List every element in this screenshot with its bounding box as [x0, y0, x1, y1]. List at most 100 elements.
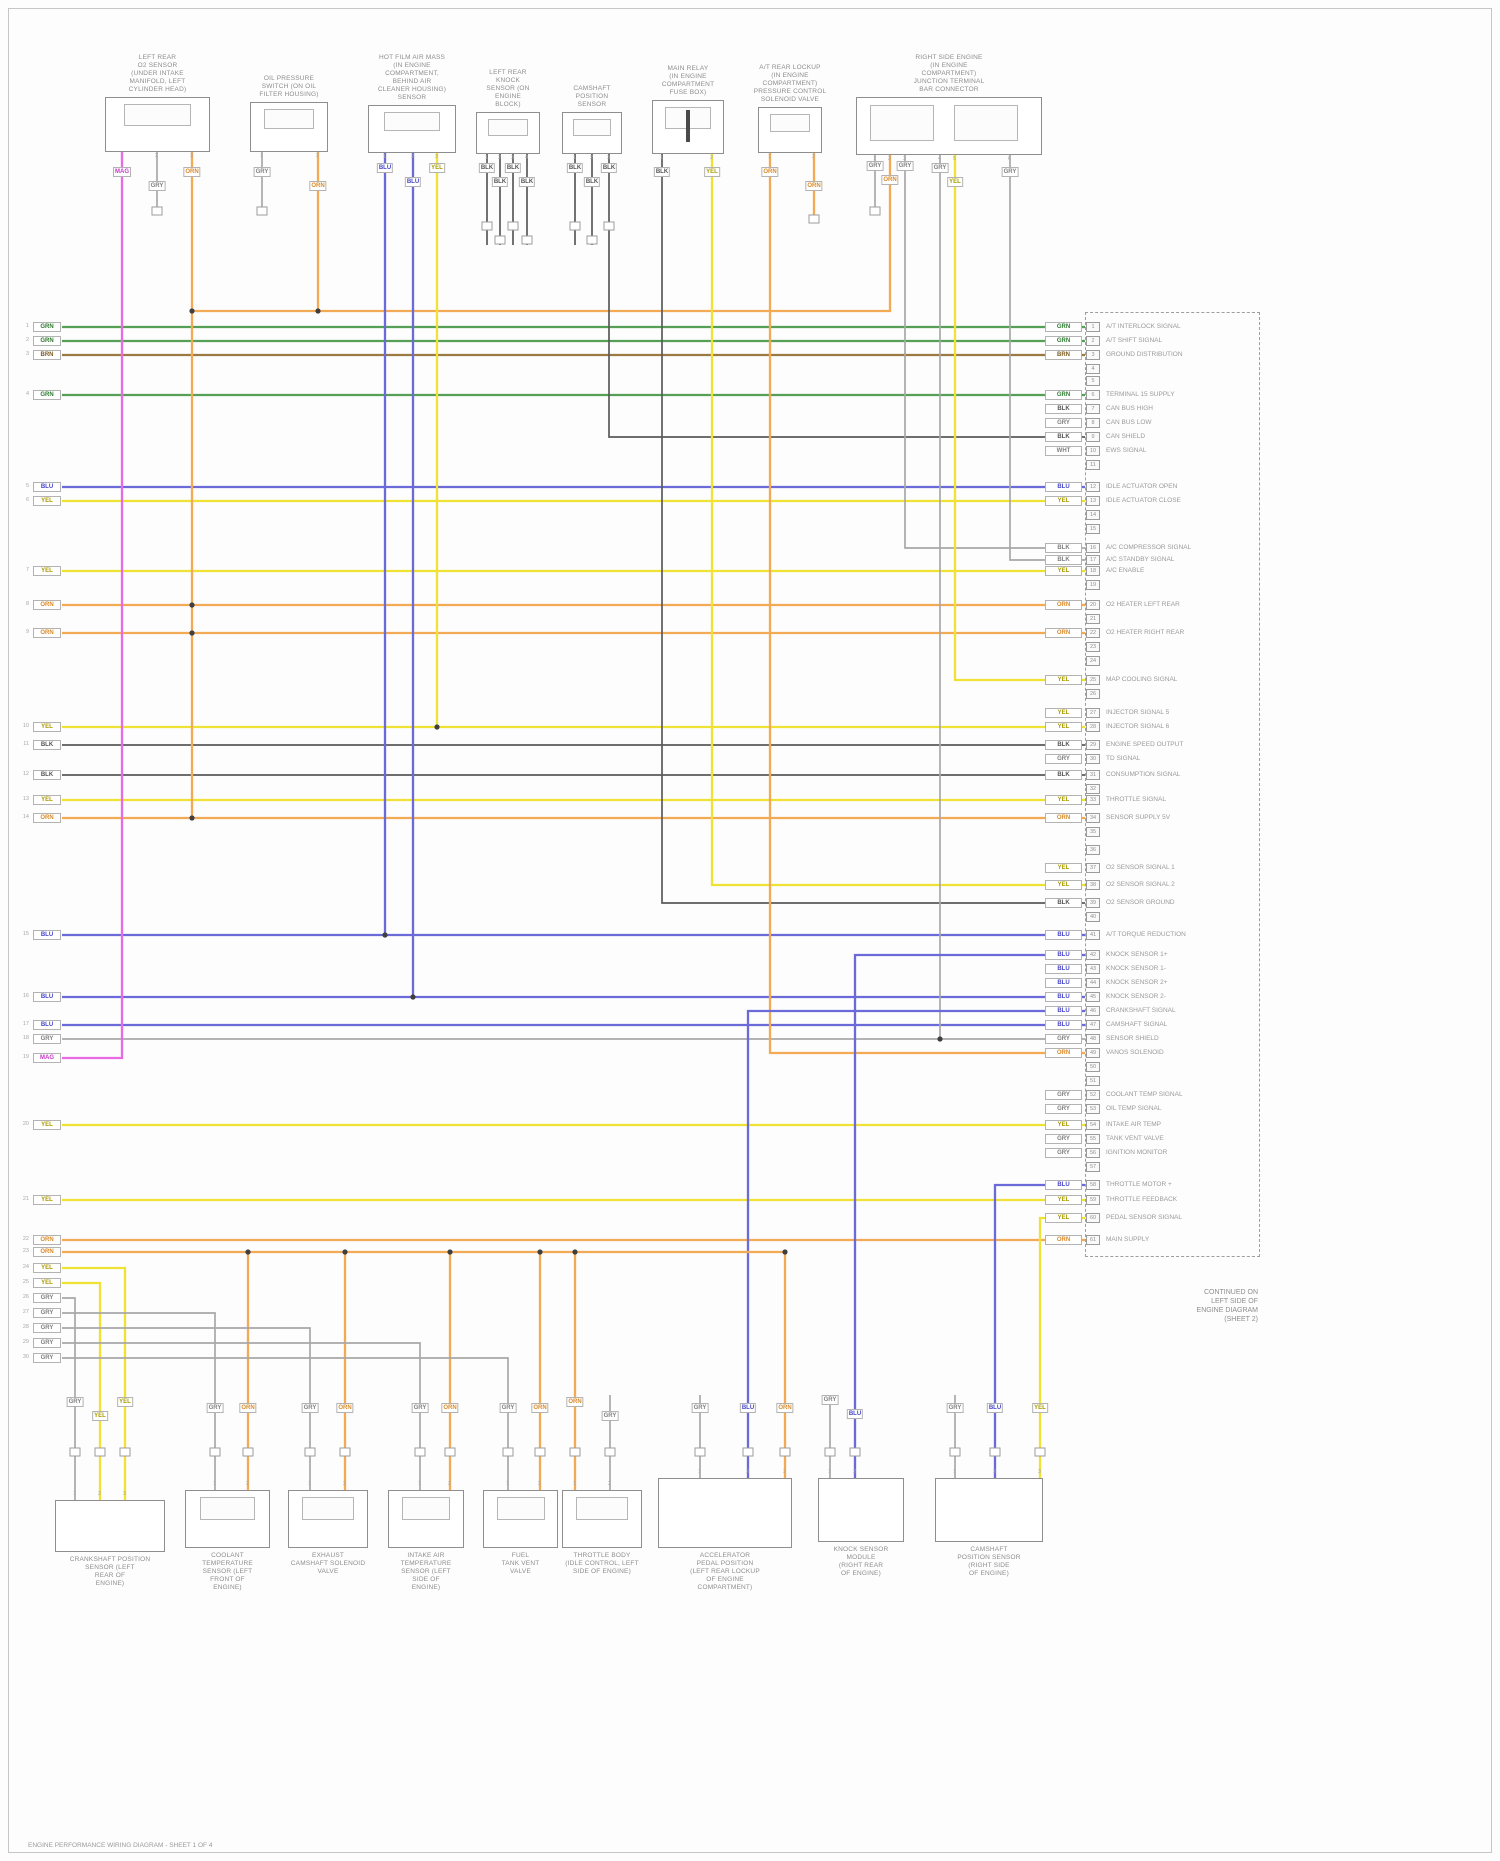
wire-blk — [661, 152, 1085, 904]
ecm-pin-label: MAP COOLING SIGNAL — [1106, 676, 1178, 683]
component-label-line: POSITION SENSOR — [957, 1554, 1021, 1561]
ecm-pin: 28 — [1086, 722, 1100, 732]
inline-connector — [521, 235, 533, 245]
component-inner — [496, 1497, 545, 1521]
component-label-line: SENSOR — [397, 94, 427, 101]
wire-code-chip: BLU — [986, 1403, 1004, 1413]
ecm-pin: 48 — [1086, 1034, 1100, 1044]
ecm-pin: 3 — [1086, 350, 1100, 360]
component-label-line: EXHAUST — [311, 1552, 345, 1559]
wire-code-chip: BLK — [504, 163, 522, 173]
footer-text: ENGINE PERFORMANCE WIRING DIAGRAM - SHEE… — [28, 1842, 213, 1849]
left-wire-code: ORN — [33, 600, 61, 610]
component-label-line: SOLENOID VALVE — [760, 96, 820, 103]
component-pin-number: 2 — [155, 153, 159, 159]
left-pin-number: 27 — [22, 1309, 29, 1315]
left-wire-code: YEL — [33, 496, 61, 506]
component-label-line: (IN ENGINE — [771, 72, 809, 79]
ecm-pin: 60 — [1086, 1213, 1100, 1223]
component-pin-number: 1 — [418, 1481, 422, 1487]
component-label-line: COMPARTMENT) — [921, 70, 977, 77]
ecm-pin: 56 — [1086, 1148, 1100, 1158]
ecm-pin: 59 — [1086, 1195, 1100, 1205]
component-label-line: BAR CONNECTOR — [919, 86, 979, 93]
ecm-pin-label: KNOCK SENSOR 1- — [1106, 965, 1166, 972]
component-pin-number: 1 — [660, 155, 664, 161]
ecm-pin-label: COOLANT TEMP SIGNAL — [1106, 1091, 1183, 1098]
wire-code-chip: YEL — [429, 163, 445, 173]
ecm-wire-code: BLU — [1045, 1006, 1082, 1016]
component-pin-number: 3 — [190, 153, 194, 159]
wire-code-chip: YEL — [704, 167, 720, 177]
ecm-wire-code: YEL — [1045, 1120, 1082, 1130]
component-label-line: (IN ENGINE — [393, 62, 431, 69]
ecm-wire-code: YEL — [1045, 566, 1082, 576]
ecm-wire-code: GRY — [1045, 418, 1082, 428]
left-pin-number: 9 — [25, 629, 29, 635]
component-box — [935, 1478, 1043, 1542]
left-wire-code: BLU — [33, 482, 61, 492]
component-inner — [769, 114, 811, 133]
wire-code-chip: GRY — [301, 1403, 319, 1413]
component-inner — [487, 119, 529, 136]
wire-yel — [953, 152, 1085, 682]
component-pin-number: 2 — [246, 1481, 250, 1487]
ecm-pin-label: CAMSHAFT SIGNAL — [1106, 1021, 1168, 1028]
wire-code-chip: MAG — [113, 167, 131, 177]
component-label-line: CAMSHAFT — [970, 1546, 1008, 1553]
left-wire-code: BRN — [33, 350, 61, 360]
inline-connector — [849, 1447, 861, 1457]
ecm-pin-label: O2 HEATER LEFT REAR — [1106, 601, 1180, 608]
left-wire-code: GRY — [33, 1308, 61, 1318]
component-label-line: KNOCK SENSOR — [833, 1546, 889, 1553]
ecm-wire-code: GRY — [1045, 1034, 1082, 1044]
ecm-pin: 36 — [1086, 845, 1100, 855]
component-label-line: BEHIND AIR — [392, 78, 432, 85]
left-wire-code: BLU — [33, 1020, 61, 1030]
left-pin-number: 19 — [22, 1054, 29, 1060]
ecm-pin-label: THROTTLE SIGNAL — [1106, 796, 1166, 803]
component-inner — [383, 112, 441, 132]
ecm-wire-code: BLU — [1045, 992, 1082, 1002]
component-inner — [954, 105, 1018, 141]
wire-code-chip: GRY — [66, 1397, 84, 1407]
ecm-pin-label: INTAKE AIR TEMP — [1106, 1121, 1162, 1128]
component-pin-number: 3 — [903, 156, 907, 162]
left-wire-code: YEL — [33, 1278, 61, 1288]
wire-code-chip: ORN — [761, 167, 779, 177]
component-inner — [123, 104, 192, 126]
left-pin-number: 20 — [22, 1121, 29, 1127]
inline-connector — [824, 1447, 836, 1457]
wire-code-chip: ORN — [183, 167, 201, 177]
component-label: INTAKE AIR TEMPERATURE SENSOR (LEFT SIDE OF… — [346, 1552, 506, 1592]
component-label: MAIN RELAY (IN ENGINE COMPARTMENT FUSE BOX) — [608, 65, 768, 97]
ecm-wire-code: GRN — [1045, 322, 1082, 332]
ecm-wire-code: ORN — [1045, 813, 1082, 823]
component-pin-number: 2 — [498, 155, 502, 161]
ecm-pin-label: A/T INTERLOCK SIGNAL — [1106, 323, 1181, 330]
component-label-line: CAMSHAFT SOLENOID — [290, 1560, 366, 1567]
left-wire-code: GRY — [33, 1338, 61, 1348]
component-label-line: ACCELERATOR — [699, 1552, 751, 1559]
ecm-pin-label: ENGINE SPEED OUTPUT — [1106, 741, 1184, 748]
left-wire-code: YEL — [33, 1195, 61, 1205]
component-label-line: (UNDER INTAKE — [131, 70, 184, 77]
component-label-line: VALVE — [510, 1568, 531, 1575]
wire-code-chip: GRY — [821, 1395, 839, 1405]
component-label-line: SENSOR (LEFT — [401, 1568, 451, 1575]
ecm-pin: 26 — [1086, 689, 1100, 699]
ecm-wire-code: ORN — [1045, 1048, 1082, 1058]
left-wire-code: BLK — [33, 740, 61, 750]
left-wire-code: GRY — [33, 1293, 61, 1303]
component-label-line: CLEANER HOUSING) — [377, 86, 447, 93]
component-pin-number: 3 — [783, 1469, 787, 1475]
ecm-pin-label: THROTTLE FEEDBACK — [1106, 1196, 1178, 1203]
left-pin-number: 16 — [22, 993, 29, 999]
ecm-pin: 27 — [1086, 708, 1100, 718]
ecm-pin: 11 — [1086, 460, 1100, 470]
left-wire-code: ORN — [33, 1247, 61, 1257]
ecm-wire-code: BLU — [1045, 950, 1082, 960]
ecm-pin: 13 — [1086, 496, 1100, 506]
ecm-pin-label: KNOCK SENSOR 1+ — [1106, 951, 1168, 958]
